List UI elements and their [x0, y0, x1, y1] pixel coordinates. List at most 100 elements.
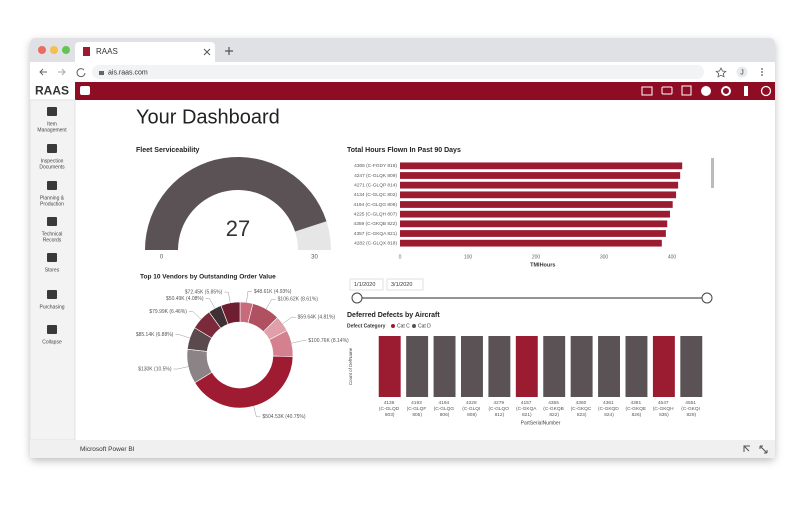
leader-line [246, 291, 252, 303]
nav-icon[interactable] [47, 253, 57, 262]
leader-line [224, 291, 231, 303]
x-tick-label: 4194 (C-GLQG 806) [434, 400, 456, 418]
y-tick-label: 4194 (C-GLQG 806) [354, 202, 398, 208]
bar [400, 172, 681, 179]
nav-label[interactable]: Purchasing [39, 304, 64, 310]
data-label: $106.62K (8.61%) [278, 297, 319, 303]
bar [400, 162, 683, 170]
legend-swatch [412, 324, 416, 328]
sidebar [29, 99, 76, 441]
forward-button[interactable] [58, 68, 66, 76]
bar [570, 336, 593, 397]
x-tick-label: 4279 (C-GLQO 812) [488, 400, 510, 418]
slider-start-handle[interactable] [351, 292, 363, 304]
leader-line [265, 299, 276, 310]
menu-button[interactable] [761, 68, 763, 76]
header-icons [80, 85, 772, 97]
legend-label: Cat C [397, 323, 410, 329]
data-label: $79.99K (6.46%) [149, 309, 187, 315]
report-icon[interactable] [641, 86, 653, 96]
nav-icon[interactable] [47, 181, 57, 190]
nav-icon[interactable] [47, 325, 57, 334]
add-icon[interactable] [681, 85, 692, 96]
page-title: Your Dashboard [136, 106, 280, 128]
chart-icon[interactable] [701, 86, 711, 96]
bar [433, 336, 456, 397]
nav-label[interactable]: Stores [45, 267, 60, 273]
scrollbar[interactable] [711, 158, 714, 188]
back-button[interactable] [39, 68, 47, 76]
x-tick-label: 4228 (C-GLQI 808) [462, 400, 481, 418]
x-tick-label: 4193 (C-GLQF 805) [407, 400, 428, 418]
tab-close[interactable] [203, 48, 211, 56]
x-tick-label: 4157 (C-GKQA 821) [516, 400, 538, 418]
logo-area [30, 82, 75, 100]
lock-icon [99, 71, 104, 75]
bar [460, 336, 483, 397]
x-tick-label: 4551 (C-GKQI 829) [681, 400, 701, 418]
nav-label[interactable]: Planning & [40, 195, 65, 201]
tab-favicon [83, 47, 90, 56]
footer [30, 440, 775, 458]
tab-title: RAAS [96, 47, 118, 56]
nav-icon[interactable] [47, 290, 57, 299]
window-close[interactable] [38, 46, 46, 54]
app-logo: RAAS [35, 84, 69, 98]
leader-line [188, 311, 202, 320]
leader-line [175, 334, 190, 339]
leader-line [205, 298, 216, 309]
date-end-box[interactable] [386, 278, 424, 291]
new-tab[interactable] [225, 47, 233, 55]
nav-icon[interactable] [47, 144, 57, 153]
fullscreen-icon[interactable] [759, 445, 768, 454]
leader-line [253, 406, 261, 418]
x-axis-title: TMIHours [530, 262, 555, 268]
power-icon[interactable] [760, 85, 772, 97]
x-tick-label: 4547 (C-GKQH 835) [653, 400, 675, 418]
date-end: 3/1/2020 [391, 282, 412, 288]
window-minimize[interactable] [50, 46, 58, 54]
bar [378, 336, 401, 397]
bar [680, 336, 703, 397]
x-tick-label: 0 [399, 254, 402, 260]
y-tick-label: 4282 (C-GLQX 818) [354, 240, 397, 246]
nav-label[interactable]: Technical [42, 231, 63, 237]
bar [400, 210, 670, 218]
binoculars-icon[interactable] [80, 86, 90, 95]
gauge-tick-label: 0 [160, 255, 164, 261]
footer-text: Microsoft Power BI [80, 446, 135, 453]
nav-label[interactable]: Item [47, 121, 57, 127]
nav-label[interactable]: Collapse [42, 339, 62, 345]
share-icon[interactable] [743, 445, 750, 452]
nav-label[interactable]: Inspection [41, 158, 64, 164]
nav-label[interactable]: Management [37, 127, 67, 133]
reload-button[interactable] [76, 68, 86, 78]
y-tick-label: 4357 (C-GKQA 821) [354, 231, 398, 237]
url: ais.raas.com [108, 69, 148, 76]
settings-icon[interactable] [721, 86, 731, 96]
date-start-box[interactable] [349, 278, 384, 291]
y-tick-label: 4225 (C-GLQH 807) [354, 211, 398, 217]
nav-icon[interactable] [47, 107, 57, 116]
address-bar[interactable] [92, 65, 704, 79]
bar [400, 201, 673, 208]
nav-label[interactable]: Production [40, 201, 64, 207]
nav-label[interactable]: Documents [39, 164, 65, 170]
slider-end-handle[interactable] [701, 292, 713, 304]
nav-label[interactable]: Records [43, 237, 62, 243]
chat-icon[interactable] [661, 86, 673, 95]
gauge-tick-label: 30 [311, 255, 318, 261]
date-start: 1/1/2020 [354, 282, 375, 288]
tab[interactable] [75, 42, 215, 62]
leader-line [282, 316, 296, 324]
bookmark-star[interactable] [715, 67, 727, 78]
profile-avatar[interactable] [736, 66, 748, 78]
y-axis-title: Count of DefName [348, 347, 353, 385]
nav-icon[interactable] [47, 217, 57, 226]
bar [400, 220, 668, 228]
window-maximize[interactable] [62, 46, 70, 54]
help-icon[interactable] [744, 86, 748, 96]
chart-title: Deferred Defects by Aircraft [347, 312, 440, 319]
